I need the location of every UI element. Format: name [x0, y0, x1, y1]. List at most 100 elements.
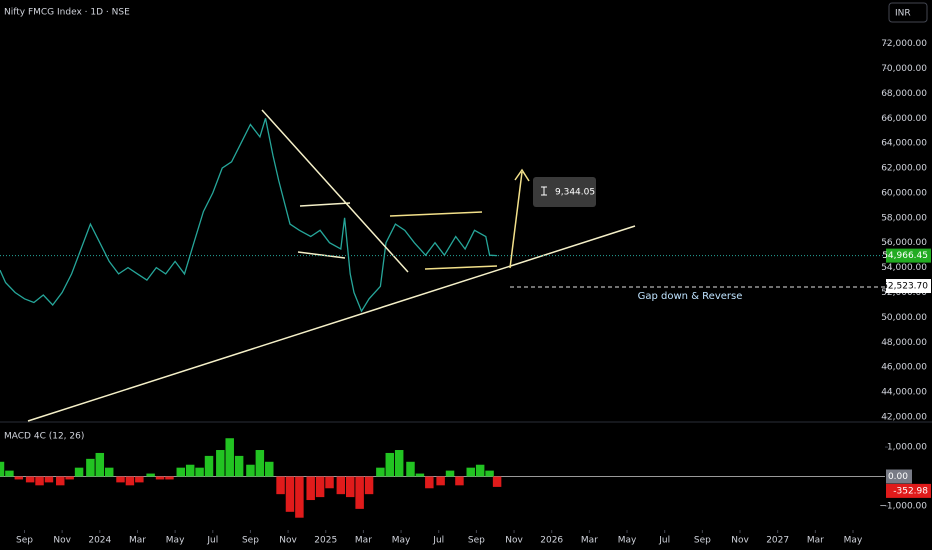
macd-bar	[146, 473, 155, 477]
y-tick-label: 58,000.00	[881, 213, 927, 223]
macd-bar	[364, 476, 374, 495]
macd-bar	[195, 467, 204, 477]
chart-title: Nifty FMCG Index · 1D · NSE	[4, 8, 130, 18]
macd-bar	[74, 467, 84, 477]
macd-bar	[44, 476, 54, 483]
y-tick-label: 64,000.00	[881, 139, 927, 149]
y-tick-label: 60,000.00	[881, 188, 927, 198]
macd-bar	[234, 455, 244, 477]
x-tick-label: Sep	[242, 536, 259, 546]
y-tick-label: 62,000.00	[881, 164, 927, 174]
drawings	[27, 109, 885, 422]
macd-bar	[415, 473, 425, 477]
macd-last-label: -352.98	[893, 486, 928, 496]
macd-bar	[95, 452, 105, 477]
y-tick-label: −1,000.00	[879, 501, 927, 511]
macd-bar	[135, 476, 144, 483]
macd-bar	[125, 476, 135, 486]
x-tick-label: Jul	[658, 536, 670, 546]
last-price-tag	[886, 248, 931, 263]
y-tick-label: 50,000.00	[881, 313, 927, 323]
range-line	[424, 265, 498, 270]
macd-bar	[285, 476, 295, 512]
macd-bar	[165, 476, 174, 480]
x-tick-label: Nov	[53, 536, 71, 546]
macd-bar	[116, 476, 125, 483]
y-tick-label: 66,000.00	[881, 114, 927, 124]
x-tick-label: 2025	[314, 536, 337, 546]
y-tick-label: 52,000.00	[881, 288, 927, 298]
x-tick-label: May	[392, 536, 411, 546]
macd-bar	[246, 464, 255, 477]
x-tick-label: Mar	[355, 536, 372, 546]
macd-bar	[475, 464, 485, 477]
macd-bar	[485, 470, 494, 477]
macd-bar	[5, 470, 14, 477]
macd-bar	[325, 476, 334, 489]
macd-last-tag	[886, 483, 931, 498]
x-tick-label: 2027	[766, 536, 789, 546]
macd-bar	[216, 450, 225, 477]
level-label: 52,523.70	[882, 282, 928, 292]
y-tick-label: 68,000.00	[881, 89, 927, 99]
trendline	[27, 225, 636, 422]
y-tick-label: 1,000.00	[887, 443, 927, 453]
level-tag	[886, 279, 931, 294]
macd-bar	[0, 461, 5, 477]
price-line	[0, 118, 498, 313]
y-tick-label: 42,000.00	[881, 413, 927, 423]
macd-bar	[336, 476, 346, 495]
y-tick-label: 46,000.00	[881, 363, 927, 373]
range-line	[389, 211, 483, 217]
x-tick-label: 2024	[88, 536, 111, 546]
y-tick-label: 44,000.00	[881, 388, 927, 398]
macd-bar	[204, 455, 214, 477]
x-tick-label: Sep	[468, 536, 485, 546]
macd-bar	[436, 476, 445, 486]
measure-label: 9,344.05	[555, 188, 595, 198]
measure-icon	[541, 186, 547, 196]
arrow	[509, 168, 530, 269]
macd-bar	[355, 476, 364, 509]
x-tick-label: Sep	[694, 536, 711, 546]
note: Gap down & Reverse	[638, 291, 743, 302]
macd-bar	[155, 476, 165, 480]
macd-bar	[86, 458, 95, 477]
macd-bar	[466, 467, 475, 477]
x-tick-label: Nov	[505, 536, 523, 546]
macd-bar	[455, 476, 464, 486]
macd-bar	[445, 470, 455, 477]
y-tick-label: 56,000.00	[881, 238, 927, 248]
macd-bar	[185, 464, 195, 477]
macd-bar	[176, 467, 186, 477]
last-price-label: 54,966.45	[882, 251, 928, 261]
flag-line	[297, 251, 346, 259]
macd-bar	[406, 461, 415, 477]
currency-button[interactable]	[888, 2, 928, 23]
macd-bar	[65, 476, 74, 480]
x-tick-label: 2026	[540, 536, 563, 546]
macd-bar	[14, 476, 24, 480]
x-tick-label: Nov	[731, 536, 749, 546]
macd-bar	[25, 476, 35, 483]
x-tick-label: Jul	[432, 536, 444, 546]
zero-tag	[886, 469, 912, 484]
x-tick-label: Mar	[129, 536, 146, 546]
y-tick-label: 72,000.00	[881, 39, 927, 49]
macd-bar	[35, 476, 44, 486]
y-tick-label: 70,000.00	[881, 64, 927, 74]
macd-bar	[315, 476, 325, 498]
macd-title: MACD 4C (12, 26)	[4, 432, 84, 442]
x-tick-label: May	[618, 536, 637, 546]
x-tick-label: May	[166, 536, 185, 546]
macd-bar	[306, 476, 315, 501]
macd-bar	[104, 467, 114, 477]
flag-line	[299, 202, 351, 207]
currency[interactable]: INR	[895, 9, 911, 19]
x-tick-label: Nov	[279, 536, 297, 546]
y-tick-label: 54,000.00	[881, 263, 927, 273]
macd-bar	[225, 438, 234, 477]
macd-bar	[394, 450, 404, 477]
